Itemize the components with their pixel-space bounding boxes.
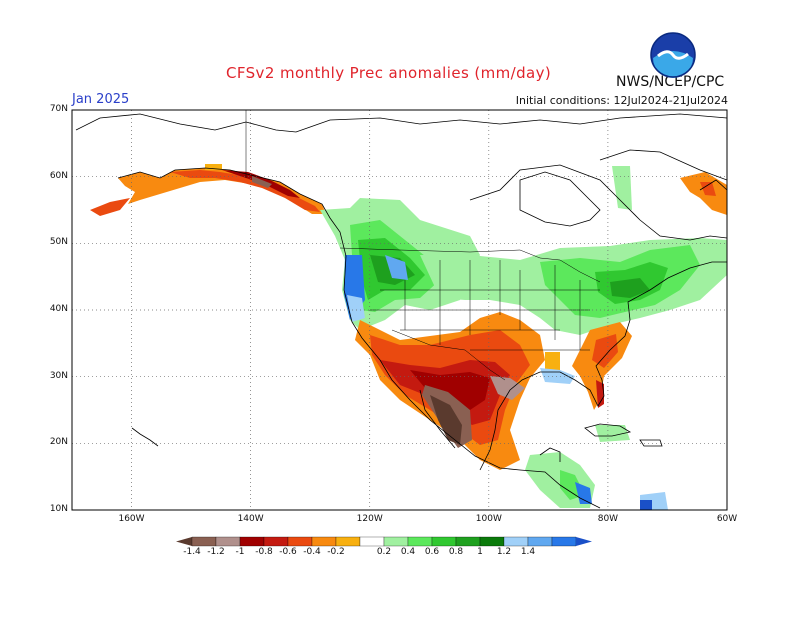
colorbar-swatch bbox=[359, 536, 385, 547]
forecast-month: Jan 2025 bbox=[72, 92, 130, 107]
noaa-logo-icon bbox=[650, 32, 696, 78]
colorbar-tick-label: 0.4 bbox=[400, 547, 416, 557]
lat-label: 50N bbox=[49, 237, 68, 248]
figure-title: CFSv2 monthly Prec anomalies (mm/day) bbox=[226, 64, 552, 82]
initial-conditions: Initial conditions: 12Jul2024-21Jul2024 bbox=[515, 94, 728, 107]
lon-label: 100W bbox=[475, 514, 502, 524]
colorbar-swatch bbox=[383, 536, 409, 547]
colorbar-tick-label: 0.8 bbox=[448, 547, 464, 557]
lon-label: 60W bbox=[716, 514, 738, 524]
colorbar-tick-label: -0.8 bbox=[255, 547, 273, 557]
colorbar-swatch bbox=[503, 536, 529, 547]
colorbar-tick-label: -1.2 bbox=[207, 547, 225, 557]
colorbar-tick-label: 1.4 bbox=[520, 547, 536, 557]
colorbar-tick-label: -0.4 bbox=[303, 547, 321, 557]
agency-label: NWS/NCEP/CPC bbox=[616, 74, 725, 90]
colorbar-tick-label: -1.4 bbox=[183, 547, 201, 557]
colorbar-swatch bbox=[335, 536, 361, 547]
colorbar-swatch bbox=[215, 536, 241, 547]
colorbar-tick-label: 0.2 bbox=[376, 547, 392, 557]
colorbar-swatch bbox=[311, 536, 337, 547]
colorbar-swatch bbox=[527, 536, 553, 547]
lat-label: 40N bbox=[49, 304, 68, 314]
colorbar-swatch bbox=[263, 536, 289, 547]
colorbar-tick-label: 1.2 bbox=[496, 547, 512, 557]
lat-label: 20N bbox=[49, 437, 68, 448]
lat-label: 10N bbox=[49, 504, 68, 514]
lon-label: 120W bbox=[356, 514, 383, 524]
colorbar-tick-label: 0.6 bbox=[424, 547, 440, 557]
grid-lines bbox=[72, 110, 727, 510]
coastlines bbox=[75, 113, 727, 509]
colorbar-tick-label: -0.6 bbox=[279, 547, 297, 557]
colorbar-swatch bbox=[479, 536, 505, 547]
colorbar-tick-label: 1 bbox=[477, 547, 483, 557]
lon-label: 140W bbox=[237, 514, 264, 524]
plot-frame bbox=[71, 109, 728, 511]
anomaly-shading bbox=[90, 164, 727, 510]
colorbar-tick-label: -1 bbox=[235, 547, 245, 557]
colorbar-swatch bbox=[191, 536, 217, 547]
colorbar bbox=[176, 536, 592, 547]
lat-label: 60N bbox=[49, 170, 68, 181]
colorbar-swatch bbox=[287, 536, 313, 547]
colorbar-swatch bbox=[407, 536, 433, 547]
colorbar-swatch bbox=[431, 536, 457, 547]
colorbar-swatch bbox=[551, 536, 577, 547]
colorbar-arrow-right bbox=[576, 537, 592, 546]
political-boundaries bbox=[245, 110, 601, 381]
lat-label: 70N bbox=[49, 104, 68, 114]
lon-label: 160W bbox=[118, 514, 145, 524]
colorbar-swatch bbox=[455, 536, 481, 547]
lon-label: 80W bbox=[597, 514, 619, 524]
colorbar-swatch bbox=[239, 536, 265, 547]
lat-label: 30N bbox=[49, 370, 68, 381]
colorbar-tick-label: -0.2 bbox=[327, 547, 345, 557]
colorbar-arrow-left bbox=[176, 537, 192, 546]
